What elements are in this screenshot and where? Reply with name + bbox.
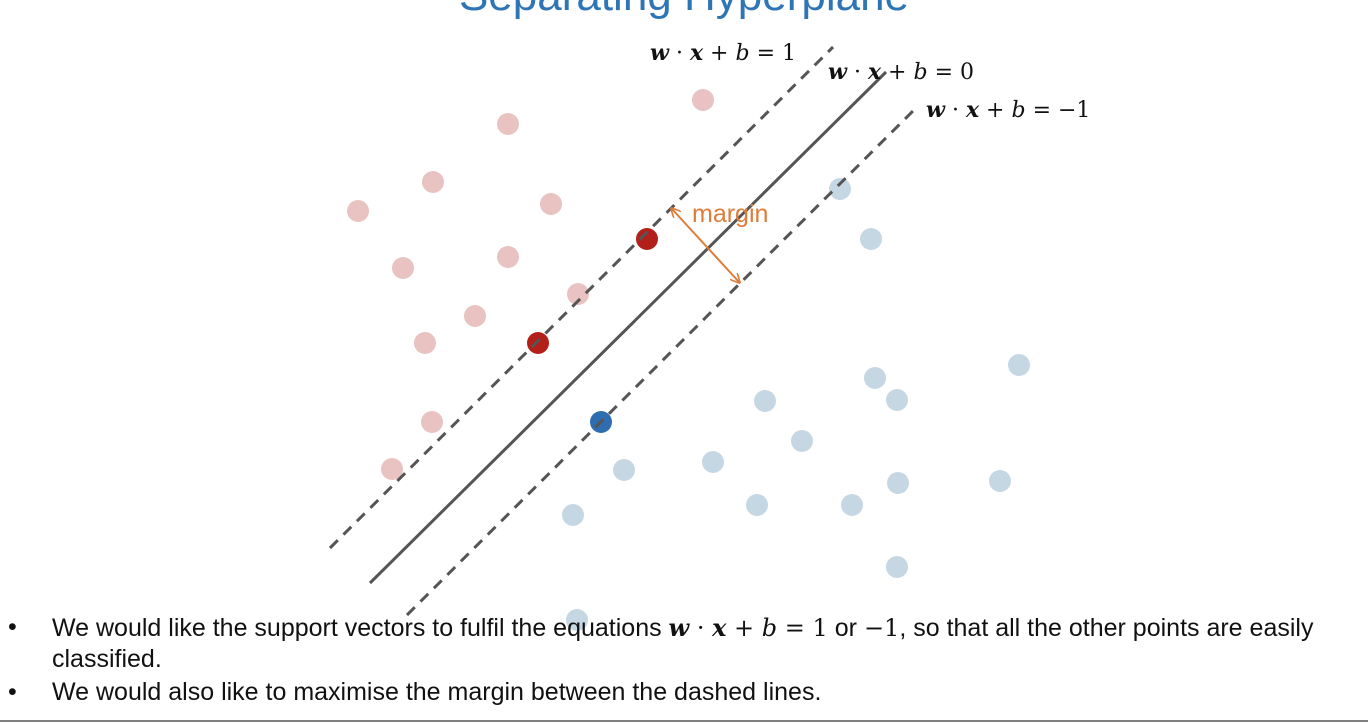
equation-zero: w · x + b = 0 <box>828 59 974 85</box>
hyperplane-minus-one-dashed-line <box>405 106 918 617</box>
margin-arrow <box>672 209 739 282</box>
equation-minus-one: w · x + b = −1 <box>926 97 1091 123</box>
class-a-point <box>567 283 589 305</box>
class-b-point <box>886 389 908 411</box>
class-a-point <box>464 305 486 327</box>
data-points <box>347 89 1030 631</box>
class-a-support-vector <box>527 332 549 354</box>
class-b-point <box>562 504 584 526</box>
class-b-point <box>791 430 813 452</box>
class-a-point <box>422 171 444 193</box>
class-a-point <box>392 257 414 279</box>
class-a-point <box>381 458 403 480</box>
inline-minus-one: −1 <box>863 614 900 642</box>
bullet-item-maximise-margin: We would also like to maximise the margi… <box>0 677 1368 708</box>
bullet-item-support-vectors: We would like the support vectors to ful… <box>0 612 1368 675</box>
margin-label: margin <box>692 200 769 228</box>
class-b-point <box>841 494 863 516</box>
class-a-point <box>540 193 562 215</box>
class-b-point <box>989 470 1011 492</box>
class-b-point <box>829 178 851 200</box>
slide-title: Separating Hyperplane <box>0 0 1368 22</box>
eq-w: w <box>926 97 945 123</box>
class-b-point <box>886 556 908 578</box>
class-b-point <box>702 451 724 473</box>
eq-b: b <box>735 41 750 66</box>
class-a-support-vector <box>636 228 658 250</box>
inline-equation: w · x + b = 1 <box>668 613 828 642</box>
class-b-point <box>1008 354 1030 376</box>
class-b-point <box>864 367 886 389</box>
class-a-point <box>421 411 443 433</box>
bullet-list: We would like the support vectors to ful… <box>0 612 1368 708</box>
class-b-point <box>746 494 768 516</box>
eq-w: w <box>650 40 669 66</box>
eq-x: x <box>689 40 704 66</box>
class-b-point <box>754 390 776 412</box>
eq-b: b <box>913 60 928 85</box>
bottom-rule <box>0 720 1368 722</box>
eq-x: x <box>867 59 882 85</box>
equation-plus-one: w · x + b = 1 <box>650 40 796 66</box>
class-b-point <box>613 459 635 481</box>
class-a-point <box>692 89 714 111</box>
hyperplane-plus-one-dashed-line <box>328 45 835 550</box>
eq-b: b <box>1011 98 1026 123</box>
class-b-point <box>887 472 909 494</box>
class-b-point <box>860 228 882 250</box>
class-a-point <box>497 113 519 135</box>
class-a-point <box>414 332 436 354</box>
eq-w: w <box>828 59 847 85</box>
class-a-point <box>497 246 519 268</box>
decision-hyperplane-line <box>368 70 888 585</box>
eq-x: x <box>965 97 980 123</box>
class-a-point <box>347 200 369 222</box>
